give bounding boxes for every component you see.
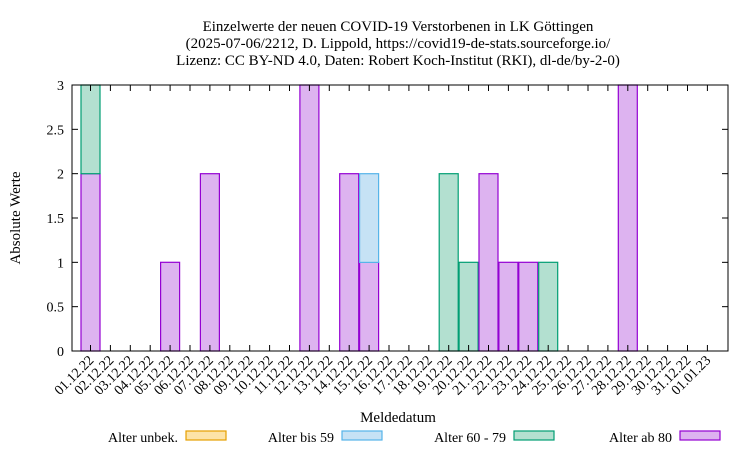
bars-layer: [80, 84, 638, 352]
legend-item-0: Alter unbek.: [108, 430, 227, 446]
legend-swatch: [341, 430, 383, 441]
y-tick-label: 0: [57, 345, 64, 360]
bar-series-2-24.12.22: [538, 261, 559, 352]
bar-series-1-15.12.22: [359, 173, 380, 263]
legend-label: Alter 60 - 79: [434, 431, 506, 446]
bar-series-2-01.12.22: [80, 84, 101, 175]
y-axis: 0 0.5 1 1.5 2 2.5 3: [47, 79, 728, 360]
bar-series-3-22.12.22: [498, 261, 519, 352]
legend-label: Alter ab 80: [609, 431, 672, 446]
bar-series-3-23.12.22: [518, 261, 539, 352]
legend: Alter unbek. Alter bis 59 Alter 60 - 79 Alt…: [108, 430, 721, 446]
legend-label: Alter unbek.: [108, 431, 178, 446]
chart-title: Einzelwerte der neuen COVID-19 Verstorbe…: [176, 19, 620, 69]
y-tick-label: 1.5: [47, 212, 65, 227]
y-tick-label: 2.5: [47, 123, 65, 138]
plot-frame: [71, 84, 729, 352]
bar-series-3-28.12.22: [617, 84, 638, 352]
y-tick-label: 0.5: [47, 301, 65, 316]
bar-series-3-21.12.22: [478, 173, 499, 352]
chart-title-line-2: (2025-07-06/2212, D. Lippold, https://co…: [186, 36, 611, 52]
bar-series-2-20.12.22: [458, 261, 479, 352]
legend-item-3: Alter ab 80: [609, 430, 721, 446]
legend-item-1: Alter bis 59: [268, 430, 383, 446]
bar-series-3-07.12.22: [199, 173, 220, 352]
legend-label: Alter bis 59: [268, 431, 334, 446]
legend-swatch: [679, 430, 721, 441]
bar-series-3-05.12.22: [160, 261, 181, 352]
x-axis-label: Meldedatum: [360, 410, 436, 426]
y-tick-label: 1: [57, 256, 64, 271]
chart-title-line-1: Einzelwerte der neuen COVID-19 Verstorbe…: [203, 19, 594, 35]
y-tick-label: 2: [57, 168, 64, 183]
y-tick-label: 3: [57, 79, 64, 94]
legend-swatch: [185, 430, 227, 441]
y-axis-label: Absolute Werte: [8, 171, 24, 264]
bar-series-3-14.12.22: [339, 173, 360, 352]
legend-item-2: Alter 60 - 79: [434, 430, 555, 446]
bar-series-3-15.12.22: [359, 261, 380, 352]
bar-series-3-01.12.22: [80, 173, 101, 352]
bar-series-3-12.12.22: [299, 84, 320, 352]
chart-title-line-3: Lizenz: CC BY-ND 4.0, Daten: Robert Koch…: [176, 53, 620, 69]
bar-series-2-19.12.22: [438, 173, 459, 352]
legend-swatch: [513, 430, 555, 441]
